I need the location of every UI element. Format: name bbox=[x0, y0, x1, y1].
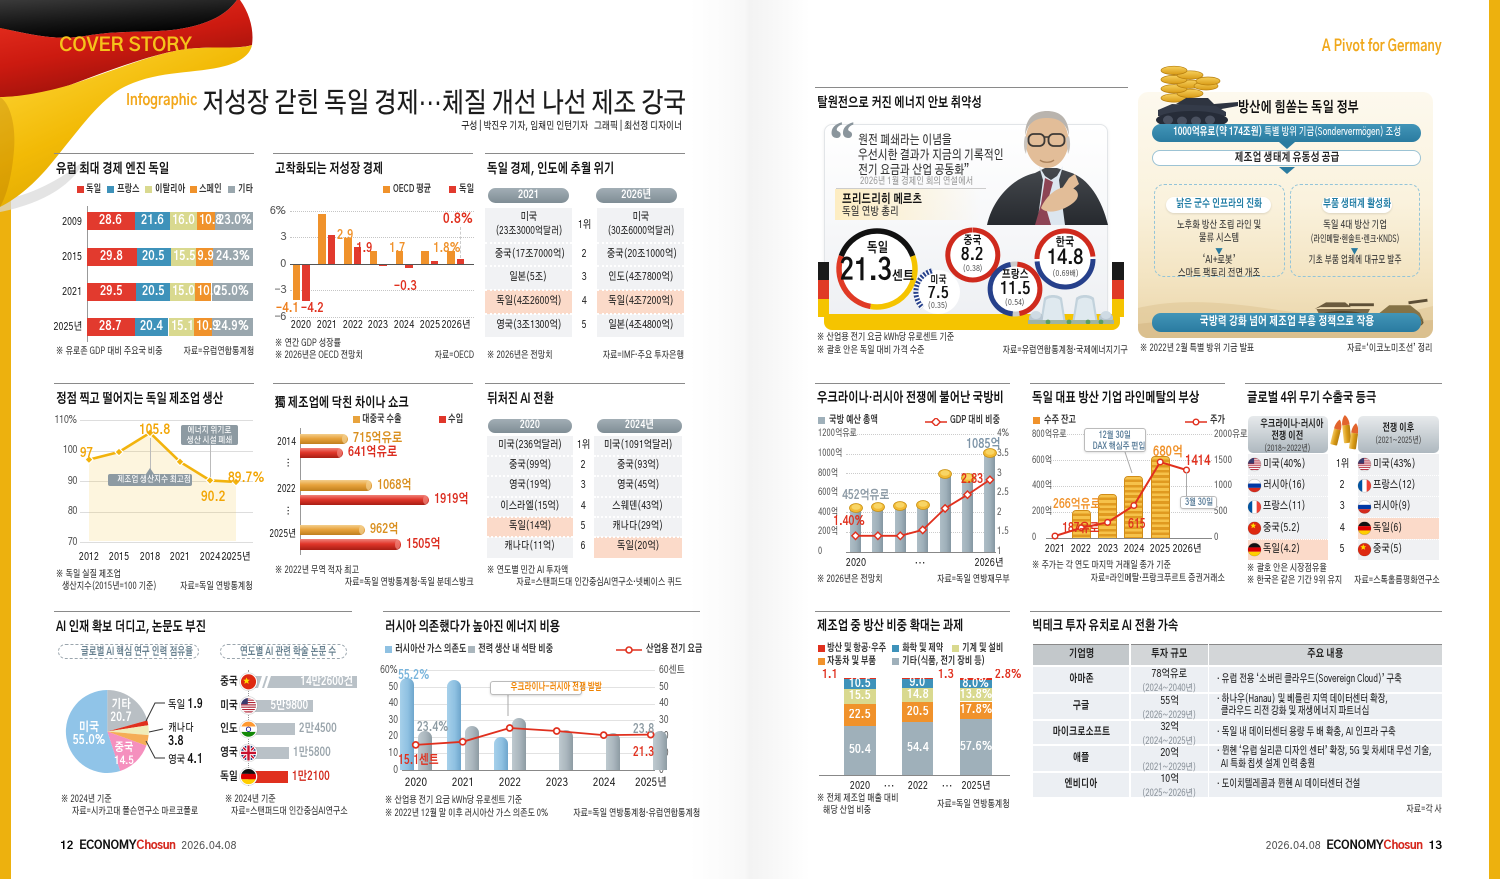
svg-text:★: ★ bbox=[243, 676, 250, 685]
svg-text:★: ★ bbox=[1360, 543, 1366, 551]
svg-text:★: ★ bbox=[1250, 522, 1256, 530]
svg-text:COVER STORY: COVER STORY bbox=[59, 36, 193, 55]
